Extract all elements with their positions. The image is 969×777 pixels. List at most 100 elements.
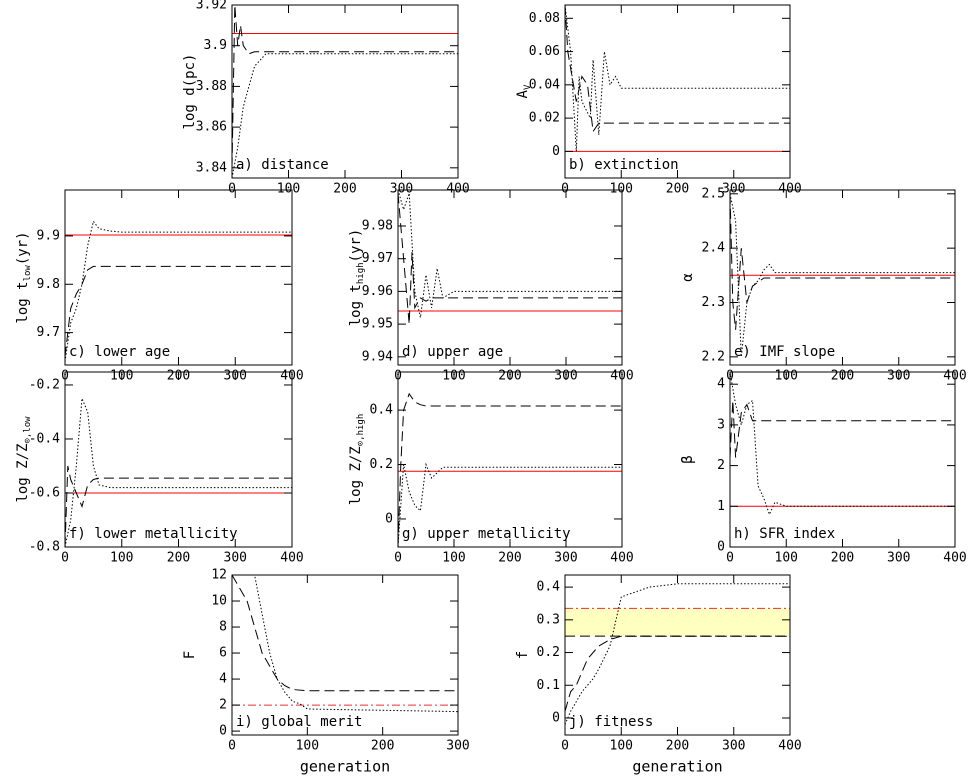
y-axis-label: log thigh(yr) — [348, 229, 366, 327]
x-tick-label: 400 — [610, 551, 633, 566]
y-tick-label: 4 — [219, 672, 227, 687]
panel: 0 100 200 300 400 0 1 2 3 4 β h) SFR index — [680, 371, 967, 566]
series-line — [730, 193, 955, 357]
x-tick-label: 100 — [775, 551, 798, 566]
x-tick-label: 200 — [498, 551, 521, 566]
series-line — [232, 5, 458, 168]
y-tick-label: -0.4 — [29, 431, 60, 446]
y-axis-label: α — [680, 273, 696, 282]
y-tick-label: 2 — [219, 698, 227, 713]
panel: 0 100 200 300 400 3.84 3.86 3.88 3.9 3.92 log d(pc… — [182, 0, 470, 197]
annotation: b) extinction — [569, 157, 679, 173]
x-tick-label: 300 — [722, 182, 745, 197]
y-label-part: V — [523, 84, 533, 90]
annotation: e) IMF slope — [734, 344, 835, 360]
y-tick-label: 2.3 — [702, 295, 725, 310]
plot-frame — [64, 371, 293, 548]
y-tick-label: 2.5 — [702, 186, 725, 201]
x-tick-label: 200 — [666, 182, 689, 197]
y-label-part: (yr) — [348, 229, 364, 263]
y-tick-label: 0 — [552, 144, 560, 159]
y-label-part: A — [515, 89, 531, 98]
annotation: j) fitness — [569, 714, 653, 730]
x-tick-label: 0 — [228, 182, 236, 197]
y-axis-label: AV — [515, 84, 533, 98]
y-tick-label: 0 — [552, 710, 560, 725]
panel: 0 100 200 300 400 0 0.2 0.4 log Z/Z⊙,high g) uppe… — [348, 371, 634, 566]
x-tick-label: 200 — [371, 739, 394, 754]
x-tick-label: 400 — [778, 182, 801, 197]
y-axis-label: log d(pc) — [182, 54, 198, 130]
plot-frame — [564, 574, 791, 736]
y-tick-label: 9.7 — [37, 325, 60, 340]
y-label-part: log Z/Z — [15, 444, 31, 503]
y-label-part: (yr) — [15, 231, 31, 265]
y-tick-label: 3.84 — [196, 160, 227, 175]
y-tick-label: 0 — [717, 540, 725, 555]
plot-frame — [564, 4, 791, 179]
x-tick-label: 0 — [228, 739, 236, 754]
y-tick-label: 9.95 — [362, 317, 393, 332]
series-line — [565, 635, 790, 712]
x-tick-label: 0 — [61, 551, 69, 566]
y-label-part: log t — [15, 281, 31, 323]
annotation: h) SFR index — [734, 526, 835, 542]
y-tick-label: 0.08 — [529, 11, 560, 26]
x-tick-label: 0 — [561, 739, 569, 754]
y-label-part: high — [356, 262, 366, 284]
y-label-part: ⊙,high — [356, 414, 366, 447]
x-tick-label: 300 — [722, 739, 745, 754]
y-axis-label: log Z/Z⊙,low — [15, 416, 33, 503]
x-tick-label: 200 — [666, 739, 689, 754]
x-tick-label: 200 — [831, 551, 854, 566]
y-tick-label: 0.02 — [529, 111, 560, 126]
x-tick-label: 200 — [333, 182, 356, 197]
y-tick-label: 9.94 — [362, 349, 393, 364]
x-tick-label: 300 — [224, 551, 247, 566]
annotation: a) distance — [236, 157, 329, 173]
annotation: g) upper metallicity — [402, 526, 571, 542]
panel: 0 100 200 300 400 -0.8 -0.6 -0.4 -0.2 log Z/Z⊙,lo… — [15, 371, 304, 566]
series-line — [65, 398, 292, 547]
y-label-part: ⊙,low — [23, 416, 33, 444]
y-tick-label: 3.92 — [196, 0, 227, 13]
x-tick-label: 200 — [167, 551, 190, 566]
y-label-part: f — [515, 651, 531, 659]
y-tick-label: 0 — [385, 511, 393, 526]
x-tick-label: 400 — [446, 182, 469, 197]
y-tick-label: 0.06 — [529, 44, 560, 59]
x-tick-label: 100 — [442, 551, 465, 566]
y-label-part: α — [680, 273, 696, 282]
y-label-part: F — [182, 651, 198, 659]
x-axis-label: generation — [300, 758, 390, 776]
x-tick-label: 300 — [554, 551, 577, 566]
y-tick-label: 9.8 — [37, 277, 60, 292]
plot-frame — [397, 371, 623, 548]
series-line — [730, 193, 955, 330]
y-axis-label: β — [680, 455, 696, 463]
y-tick-label: 0.3 — [537, 612, 560, 627]
plot-frame — [729, 371, 956, 548]
series-line — [398, 193, 622, 325]
y-tick-label: 2.2 — [702, 349, 725, 364]
plot-frame — [231, 4, 459, 179]
y-axis-label: F — [182, 651, 198, 659]
series-line — [65, 220, 292, 362]
y-axis-label: log Z/Z⊙,high — [348, 414, 366, 506]
y-tick-label: 4 — [717, 377, 725, 392]
x-tick-label: 0 — [726, 551, 734, 566]
annotation: c) lower age — [69, 344, 170, 360]
y-tick-label: 0.2 — [537, 645, 560, 660]
y-tick-label: 0.1 — [537, 678, 560, 693]
series-line — [398, 392, 622, 547]
plot-frame — [397, 189, 623, 366]
annotation: f) lower metallicity — [69, 526, 238, 542]
band — [565, 608, 790, 637]
y-tick-label: 9.96 — [362, 284, 393, 299]
y-tick-label: 3.88 — [196, 79, 227, 94]
y-tick-label: 8 — [219, 620, 227, 635]
y-tick-label: 2 — [717, 458, 725, 473]
y-tick-label: 0.4 — [537, 580, 561, 595]
